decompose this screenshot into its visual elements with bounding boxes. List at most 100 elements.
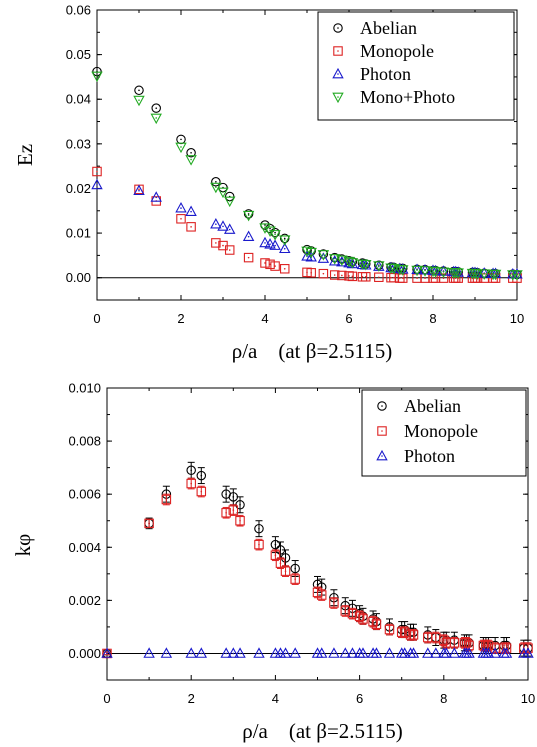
- data-point-center: [310, 250, 313, 252]
- data-point-center: [442, 271, 445, 273]
- data-point-center: [341, 261, 343, 263]
- data-point: [134, 85, 144, 96]
- data-point: [419, 266, 431, 277]
- data-point: [186, 148, 196, 158]
- data-point-center: [333, 602, 335, 604]
- data-point: [489, 269, 502, 281]
- data-point: [290, 574, 300, 584]
- data-point-center: [390, 276, 392, 279]
- x-tick-label: 2: [177, 311, 184, 326]
- y-tick-label: 0.01: [66, 226, 91, 241]
- data-point-center: [465, 642, 468, 644]
- data-point-center: [96, 170, 98, 173]
- data-point: [259, 236, 271, 248]
- data-point: [347, 608, 358, 619]
- x-axis-label: ρ/a (at β=2.5115): [242, 719, 403, 743]
- data-point: [224, 245, 235, 255]
- data-point: [91, 71, 103, 83]
- data-point: [438, 273, 449, 283]
- y-tick-label: 0.04: [66, 92, 91, 107]
- data-point-center: [468, 652, 470, 655]
- data-point: [269, 230, 281, 241]
- series-monopole: [92, 166, 522, 283]
- data-point: [346, 258, 359, 269]
- data-point: [422, 647, 434, 658]
- data-point: [151, 103, 161, 113]
- data-point-center: [351, 612, 354, 615]
- data-point-center: [225, 493, 227, 495]
- x-tick-label: 10: [521, 691, 535, 706]
- data-point-center: [453, 642, 456, 644]
- data-point: [234, 647, 246, 658]
- data-point-center: [274, 244, 276, 247]
- data-point: [329, 270, 340, 280]
- series-mono-photo: [91, 71, 523, 281]
- data-point: [354, 611, 365, 622]
- legend-marker: [333, 23, 343, 33]
- data-point: [336, 255, 348, 266]
- data-point-center: [393, 267, 395, 270]
- legend-marker-center: [337, 27, 339, 29]
- data-point-center: [148, 522, 150, 525]
- y-tick-label: 0.00: [66, 270, 91, 285]
- data-point-center: [435, 636, 437, 639]
- data-point-center: [190, 158, 192, 161]
- data-point: [264, 238, 276, 249]
- data-point-center: [222, 225, 224, 228]
- legend-marker: [377, 401, 387, 411]
- data-point-center: [403, 631, 406, 634]
- legend-box: [317, 11, 515, 121]
- data-point-center: [215, 242, 217, 244]
- data-point: [448, 647, 461, 658]
- data-point-center: [228, 200, 231, 202]
- data-point: [358, 614, 368, 624]
- data-point: [279, 264, 290, 274]
- data-point-center: [264, 224, 266, 226]
- data-point-center: [258, 527, 260, 530]
- x-tick-label: 4: [261, 311, 268, 326]
- data-point-center: [320, 586, 323, 588]
- data-point-center: [294, 567, 296, 570]
- data-point: [370, 647, 383, 658]
- data-point-center: [393, 276, 395, 279]
- data-point-center: [180, 146, 182, 148]
- data-point-center: [494, 273, 497, 275]
- x-tick-label: 6: [345, 311, 352, 326]
- data-point-center: [155, 107, 158, 109]
- data-point-center: [215, 223, 217, 225]
- data-point: [371, 619, 382, 630]
- y-tick-label: 0.006: [68, 487, 101, 502]
- data-point-center: [333, 257, 336, 260]
- data-point: [483, 640, 494, 651]
- data-point: [328, 254, 341, 265]
- data-point-center: [190, 652, 192, 655]
- data-point-center: [258, 543, 260, 546]
- data-point: [133, 184, 145, 196]
- data-point: [419, 263, 431, 275]
- data-point-center: [247, 213, 250, 215]
- data-point: [186, 465, 196, 476]
- data-point: [92, 166, 102, 177]
- data-point: [408, 630, 419, 640]
- data-point-center: [215, 186, 217, 188]
- data-point-center: [283, 267, 286, 270]
- legend-label: Photon: [360, 64, 411, 84]
- data-point: [143, 647, 155, 658]
- data-point-center: [200, 474, 203, 477]
- legend-marker: [376, 449, 388, 461]
- data-point: [463, 647, 475, 658]
- data-point-center: [106, 652, 108, 655]
- data-point-center: [445, 652, 448, 655]
- data-point-center: [378, 264, 380, 267]
- data-point-center: [148, 652, 150, 655]
- data-point-center: [485, 644, 487, 647]
- data-point-center: [138, 188, 140, 191]
- data-point-center: [200, 652, 203, 655]
- data-point: [280, 566, 291, 576]
- data-point-center: [487, 652, 490, 655]
- data-point: [368, 616, 378, 627]
- data-point: [361, 272, 371, 282]
- legend-box: [361, 389, 527, 477]
- data-point: [360, 259, 372, 271]
- data-point-center: [468, 644, 470, 647]
